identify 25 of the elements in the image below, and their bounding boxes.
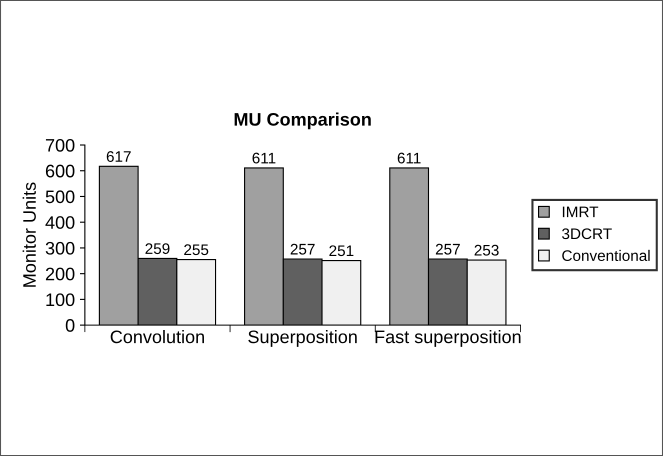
data-label: 257 [436,244,460,255]
data-label: 257 [290,244,315,255]
data-label: 251 [329,245,354,256]
chart-title: MU Comparison [234,112,371,130]
legend-label: IMRT [562,206,598,218]
y-tick-label: 300 [46,242,74,255]
legend-label: Conventional [562,250,650,262]
y-tick-label: 200 [46,268,74,280]
data-label: 617 [106,151,131,162]
data-label: 611 [398,152,421,164]
data-label: 255 [184,244,208,256]
y-tick-label: 600 [46,164,74,178]
y-tick-label: 0 [66,319,74,332]
y-tick-label: 500 [46,190,74,204]
data-label: 611 [252,152,276,164]
data-label: 259 [145,243,170,254]
x-tick-label: Superposition [248,330,357,347]
data-label: 253 [474,244,499,256]
y-tick-label: 700 [46,138,74,152]
x-tick-label: Fast superposition [376,330,520,347]
legend-label: 3DCRT [562,228,612,240]
x-tick-label: Convolution [110,330,204,344]
y-tick-label: 400 [45,216,74,229]
y-axis-title: Monitor Units [22,182,36,287]
y-tick-label: 100 [46,293,74,306]
